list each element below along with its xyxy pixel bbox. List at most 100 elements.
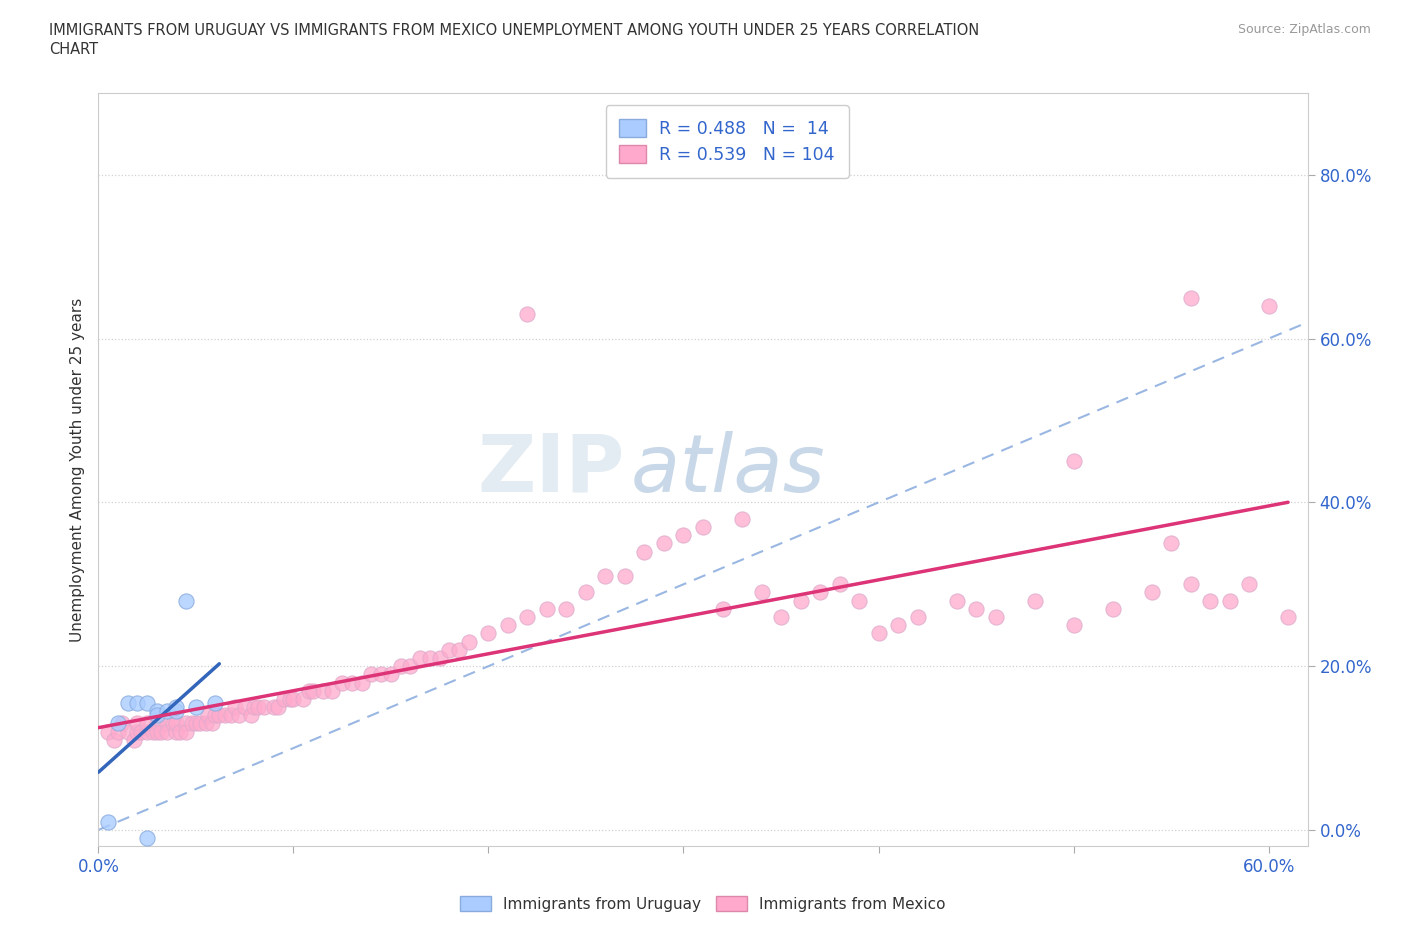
Point bbox=[945, 593, 967, 608]
Point bbox=[156, 724, 179, 739]
Point bbox=[204, 696, 226, 711]
Point bbox=[146, 716, 169, 731]
Text: atlas: atlas bbox=[630, 431, 825, 509]
Point bbox=[516, 307, 538, 322]
Point bbox=[399, 658, 422, 673]
Legend: Immigrants from Uruguay, Immigrants from Mexico: Immigrants from Uruguay, Immigrants from… bbox=[454, 889, 952, 918]
Point bbox=[769, 609, 792, 624]
Point bbox=[1024, 593, 1046, 608]
Point bbox=[247, 699, 270, 714]
Point bbox=[711, 602, 734, 617]
Point bbox=[184, 716, 207, 731]
Point bbox=[117, 724, 139, 739]
Point bbox=[350, 675, 373, 690]
Point bbox=[409, 651, 432, 666]
Point bbox=[233, 699, 256, 714]
Point bbox=[614, 568, 637, 583]
Point bbox=[194, 716, 217, 731]
Point bbox=[380, 667, 402, 682]
Point bbox=[263, 699, 285, 714]
Point bbox=[239, 708, 262, 723]
Point bbox=[439, 643, 461, 658]
Point bbox=[243, 699, 266, 714]
Point bbox=[156, 716, 179, 731]
Point bbox=[555, 602, 578, 617]
Point bbox=[330, 675, 353, 690]
Point bbox=[458, 634, 481, 649]
Point bbox=[360, 667, 382, 682]
Point bbox=[146, 724, 169, 739]
Point bbox=[789, 593, 811, 608]
Point bbox=[136, 724, 159, 739]
Point bbox=[429, 651, 451, 666]
Point bbox=[103, 733, 125, 748]
Point bbox=[165, 704, 187, 719]
Point bbox=[156, 704, 179, 719]
Point bbox=[692, 520, 714, 535]
Point bbox=[188, 716, 211, 731]
Point bbox=[808, 585, 831, 600]
Point bbox=[184, 699, 207, 714]
Point bbox=[162, 716, 184, 731]
Point bbox=[536, 602, 558, 617]
Point bbox=[965, 602, 987, 617]
Point bbox=[174, 716, 197, 731]
Point bbox=[136, 716, 159, 731]
Text: Source: ZipAtlas.com: Source: ZipAtlas.com bbox=[1237, 23, 1371, 36]
Point bbox=[107, 724, 129, 739]
Point bbox=[97, 815, 120, 830]
Point bbox=[224, 699, 246, 714]
Point bbox=[174, 593, 197, 608]
Point bbox=[1140, 585, 1163, 600]
Point bbox=[165, 699, 187, 714]
Point bbox=[828, 577, 851, 591]
Point bbox=[449, 643, 471, 658]
Point bbox=[292, 692, 315, 707]
Point bbox=[200, 716, 222, 731]
Point bbox=[197, 708, 219, 723]
Text: CHART: CHART bbox=[49, 42, 98, 57]
Point bbox=[298, 684, 321, 698]
Point bbox=[887, 618, 910, 632]
Text: ZIP: ZIP bbox=[477, 431, 624, 509]
Point bbox=[1199, 593, 1222, 608]
Point bbox=[419, 651, 441, 666]
Point bbox=[204, 708, 226, 723]
Point bbox=[149, 724, 172, 739]
Point bbox=[278, 692, 301, 707]
Point bbox=[1180, 577, 1202, 591]
Point bbox=[1160, 536, 1182, 551]
Legend: R = 0.488   N =  14, R = 0.539   N = 104: R = 0.488 N = 14, R = 0.539 N = 104 bbox=[606, 105, 849, 178]
Point bbox=[165, 716, 187, 731]
Point bbox=[633, 544, 655, 559]
Point bbox=[496, 618, 519, 632]
Point bbox=[1180, 290, 1202, 305]
Point bbox=[283, 692, 305, 707]
Point bbox=[208, 708, 231, 723]
Point bbox=[142, 724, 165, 739]
Point bbox=[214, 708, 236, 723]
Point bbox=[165, 724, 187, 739]
Point bbox=[731, 512, 754, 526]
Point bbox=[370, 667, 392, 682]
Point bbox=[672, 527, 695, 542]
Point bbox=[127, 724, 149, 739]
Point bbox=[984, 609, 1007, 624]
Point bbox=[595, 568, 617, 583]
Point bbox=[127, 716, 149, 731]
Point bbox=[273, 692, 295, 707]
Point bbox=[477, 626, 499, 641]
Point bbox=[575, 585, 598, 600]
Point bbox=[1063, 454, 1085, 469]
Point bbox=[1257, 299, 1279, 313]
Point bbox=[1063, 618, 1085, 632]
Point bbox=[107, 716, 129, 731]
Point bbox=[1277, 609, 1299, 624]
Point bbox=[907, 609, 929, 624]
Point bbox=[389, 658, 412, 673]
Point bbox=[1219, 593, 1241, 608]
Text: IMMIGRANTS FROM URUGUAY VS IMMIGRANTS FROM MEXICO UNEMPLOYMENT AMONG YOUTH UNDER: IMMIGRANTS FROM URUGUAY VS IMMIGRANTS FR… bbox=[49, 23, 980, 38]
Point bbox=[181, 716, 204, 731]
Point bbox=[1237, 577, 1260, 591]
Point bbox=[253, 699, 276, 714]
